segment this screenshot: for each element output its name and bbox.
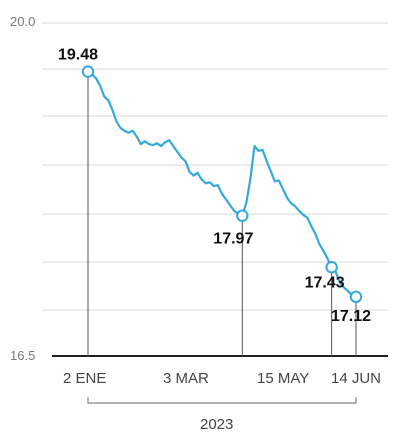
series-line [86,70,358,298]
y-tick-label-bottom: 16.5 [10,348,35,363]
highlight-point [325,261,338,274]
x-axis-title: 2023 [200,416,233,433]
highlight-value-label: 17.12 [331,308,371,325]
highlight-point [349,290,363,304]
highlight-value-label: 17.97 [213,231,253,248]
highlight-point [236,209,249,222]
highlight-point [81,65,95,78]
y-tick-label-top: 20.0 [10,14,35,29]
highlight-value-label: 19.48 [58,47,98,64]
x-tick-label: 3 MAR [163,370,209,387]
x-tick-label: 2 ENE [63,370,106,387]
x-tick-label: 15 MAY [257,370,309,387]
year-bracket [87,397,357,404]
highlight-value-label: 17.43 [305,274,345,291]
x-tick-label: 14 JUN [331,370,381,387]
